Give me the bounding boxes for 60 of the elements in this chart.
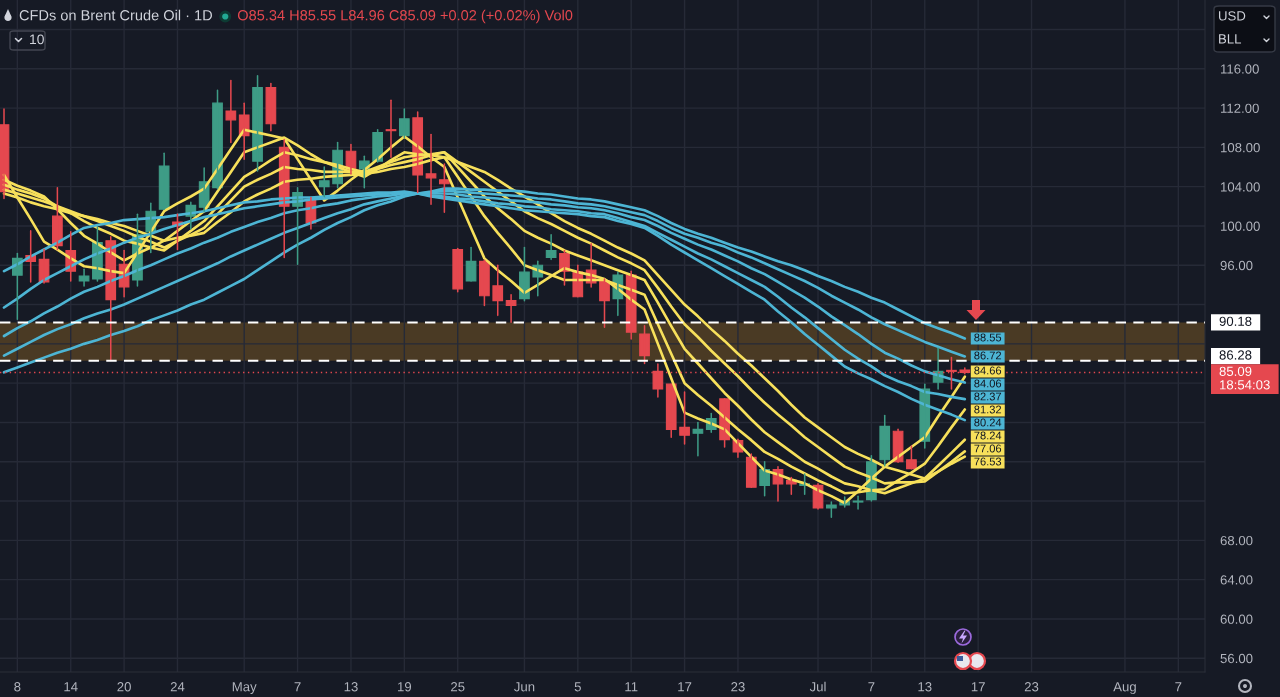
x-tick-label: 23	[731, 682, 745, 692]
x-tick-label: 19	[398, 682, 412, 692]
x-tick-label: 17	[678, 682, 692, 692]
data-label: 82.37	[974, 392, 1002, 401]
ref-line-label: 90.18	[1219, 316, 1252, 326]
candlestick	[479, 259, 490, 307]
candlestick	[398, 108, 410, 139]
x-tick-label: Aug	[1113, 682, 1136, 695]
y-tick-label: 108.00	[1221, 142, 1260, 153]
x-tick-label: 13	[918, 682, 932, 692]
y-tick-label: 60.00	[1220, 614, 1253, 624]
x-tick-label: 20	[117, 682, 131, 692]
data-label: 76.53	[974, 457, 1002, 466]
x-tick-label: 7	[294, 682, 301, 692]
x-tick-label: 14	[64, 682, 78, 692]
x-tick-label: Jul	[809, 681, 826, 692]
text: CFDs on Brent Crude Oil · 1D	[19, 9, 212, 21]
x-tick-label: 23	[1024, 682, 1039, 692]
candlestick	[852, 495, 864, 510]
y-tick-label: 116.00	[1221, 64, 1259, 74]
ref-line-label: 86.28	[1219, 350, 1252, 360]
x-tick-label: 5	[574, 682, 581, 692]
x-tick-label: 8	[14, 682, 21, 692]
x-tick-label: 11	[625, 682, 638, 692]
x-tick-label: May	[232, 682, 257, 695]
y-tick-label: 96.00	[1220, 260, 1253, 271]
candlestick	[679, 391, 690, 445]
y-tick-label: 100.00	[1221, 221, 1260, 231]
x-tick-label: 24	[170, 682, 185, 692]
data-label: 84.06	[974, 379, 1002, 388]
text: BLL	[1219, 34, 1242, 44]
text: USD	[1219, 11, 1246, 21]
x-tick-label: 13	[344, 682, 358, 692]
y-tick-label: 56.00	[1220, 653, 1253, 664]
data-label: 81.32	[974, 405, 1002, 414]
ref-line-label: 85.09 18:54:03	[1219, 366, 1270, 390]
y-tick-label: 64.00	[1220, 575, 1253, 585]
x-tick-label: Jun	[514, 682, 535, 692]
candlestick	[78, 268, 90, 287]
annotation: O85.34 H85.55 L84.96 C85.09 +0.02 (+0.02%) Vol0	[237, 9, 573, 24]
annotation: 10	[30, 34, 44, 45]
x-tick-label: 17	[971, 682, 985, 692]
data-label: 77.06	[974, 444, 1002, 453]
candlestick	[879, 414, 891, 467]
x-tick-label: 7	[868, 682, 875, 692]
x-tick-label: 25	[451, 682, 465, 692]
candlestick	[225, 79, 237, 144]
y-tick-label: 104.00	[1221, 182, 1260, 192]
data-label: 88.55	[974, 333, 1002, 342]
candlestick	[639, 324, 650, 365]
candlestick	[318, 166, 330, 198]
x-tick-label: 7	[1175, 682, 1182, 692]
candlestick	[452, 247, 464, 293]
y-tick-label: 68.00	[1220, 535, 1253, 546]
candlestick	[906, 445, 917, 470]
data-label: 80.24	[974, 418, 1002, 427]
y-tick-label: 112.00	[1221, 103, 1259, 113]
data-label: 86.72	[974, 351, 1002, 360]
data-label: 78.24	[974, 431, 1002, 440]
data-label: 84.66	[974, 366, 1002, 375]
